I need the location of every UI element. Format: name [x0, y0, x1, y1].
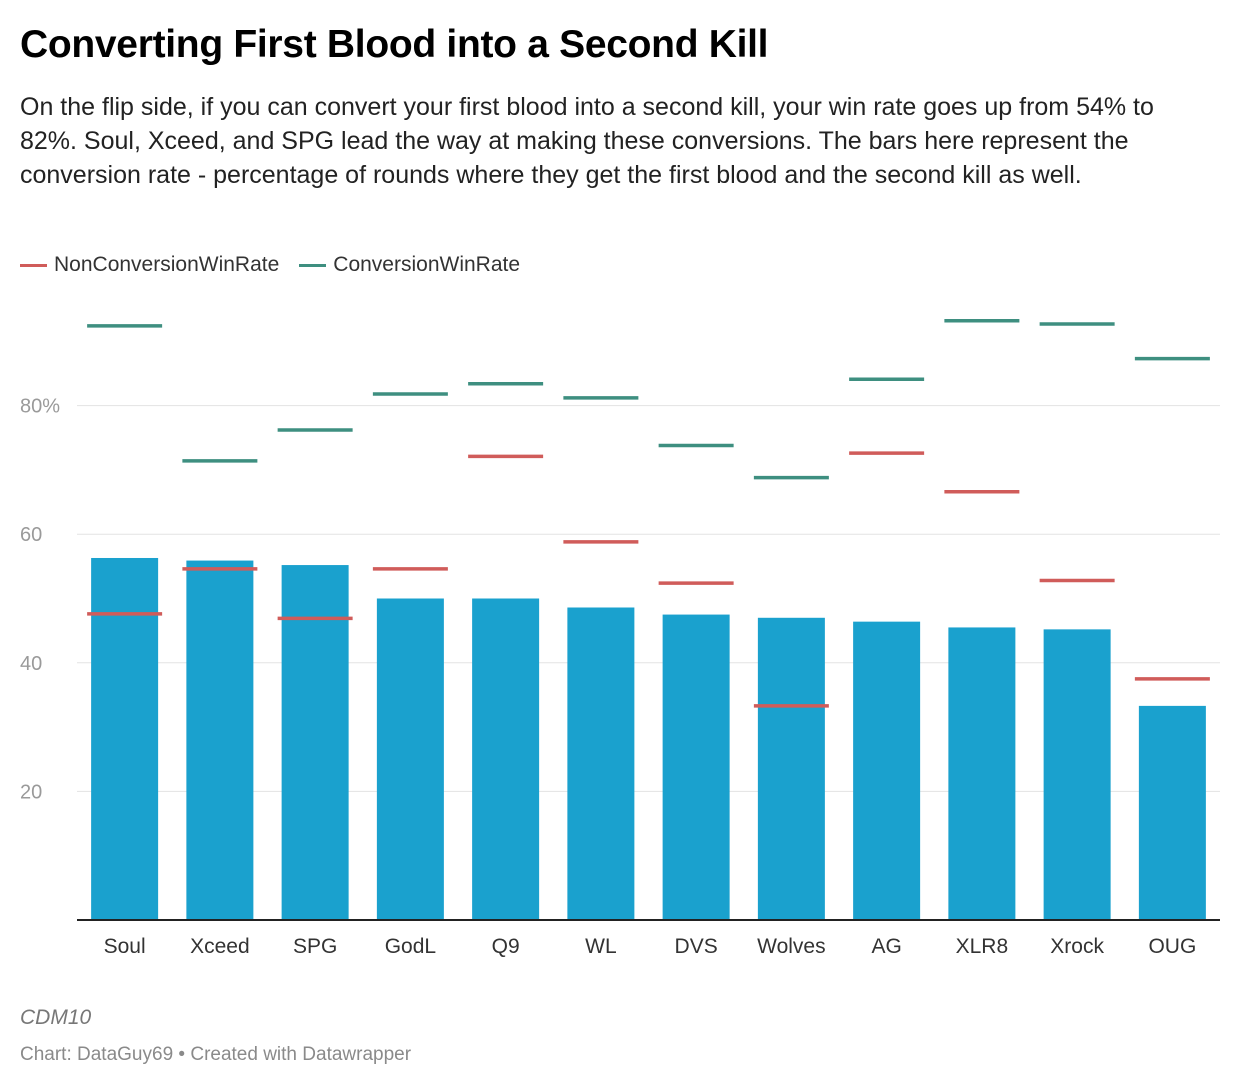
x-tick-label: OUG: [1148, 935, 1196, 958]
x-tick-label: Xceed: [190, 935, 250, 958]
x-tick-label: AG: [871, 935, 901, 958]
chart-title: Converting First Blood into a Second Kil…: [20, 23, 769, 66]
chart-credit: Chart: DataGuy69 • Created with Datawrap…: [20, 1044, 412, 1065]
bar: [757, 617, 825, 920]
y-tick-label: 20: [20, 781, 42, 803]
bar: [1043, 629, 1111, 920]
x-tick-label: Wolves: [757, 935, 825, 958]
bar: [567, 607, 635, 920]
x-tick-label: SPG: [293, 935, 337, 958]
bar: [91, 557, 159, 920]
x-tick-label: XLR8: [956, 935, 1009, 958]
legend-item-conversion: ConversionWinRate: [299, 253, 520, 277]
x-tick-label: Xrock: [1050, 935, 1104, 958]
x-tick-label: GodL: [385, 935, 436, 958]
bar-chart: 20 40 60 80% Soul Xceed SPG GodL Q9 WL DVS Wolves AG…: [20, 318, 1220, 958]
bar: [662, 614, 730, 920]
bar: [186, 560, 254, 920]
bar: [948, 627, 1016, 920]
x-tick-label: WL: [585, 935, 617, 958]
y-tick-label: 80%: [20, 396, 60, 418]
x-tick-label: Q9: [492, 935, 520, 958]
legend-swatch-conversion: [299, 263, 327, 267]
chart-notes: CDM10: [20, 1006, 92, 1029]
bar: [853, 621, 921, 920]
bar: [472, 598, 540, 920]
y-tick-label: 60: [20, 524, 42, 546]
chart-subtitle: On the flip side, if you can convert you…: [20, 93, 1154, 189]
bar: [281, 565, 349, 920]
x-tick-label: DVS: [675, 935, 718, 958]
legend-label-nonconversion: NonConversionWinRate: [54, 253, 280, 276]
legend-swatch-nonconversion: [20, 263, 47, 267]
legend-item-nonconversion: NonConversionWinRate: [20, 253, 279, 277]
x-tick-label: Soul: [104, 935, 146, 958]
bar: [1138, 705, 1206, 920]
chart-legend: NonConversionWinRate ConversionWinRate: [20, 250, 520, 280]
legend-label-conversion: ConversionWinRate: [333, 253, 521, 276]
y-tick-label: 40: [20, 653, 42, 675]
bar: [376, 598, 444, 920]
